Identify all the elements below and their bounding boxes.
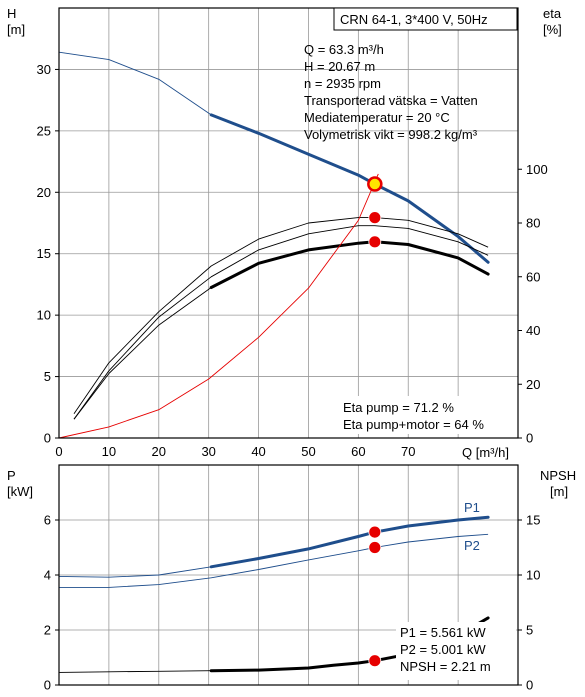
upper-left-tick-label: 15 (37, 246, 51, 261)
upper-plot-frame (58, 7, 519, 439)
lower-right-tick-label: 5 (526, 623, 533, 638)
upper-x-tick-label: 60 (351, 444, 365, 459)
H-point (367, 176, 383, 192)
eta-pump-point (368, 211, 382, 225)
npsh-value-label: NPSH = 2.21 m (400, 659, 491, 674)
power-box (396, 622, 516, 680)
upper-series-eta-pump (73, 217, 489, 415)
upper-right-tick-label: 80 (526, 216, 540, 231)
lower-right-axis-unit: [m] (550, 484, 568, 499)
model-label: CRN 64-1, 3*400 V, 50Hz (340, 12, 488, 27)
upper-right-tick-label: 60 (526, 269, 540, 284)
p2-value-label: P2 = 5.001 kW (400, 642, 486, 657)
upper-right-tick-label: 0 (526, 431, 533, 446)
p1-value-label: P1 = 5.561 kW (400, 625, 486, 640)
upper-series-system (58, 173, 379, 439)
lower-left-tick-label: 4 (44, 568, 51, 583)
info-line-h: H = 20.67 m (304, 59, 375, 74)
upper-left-tick-label: 30 (37, 62, 51, 77)
lower-series-p1 (58, 516, 489, 578)
eta-total-point (368, 235, 382, 249)
upper-left-axis-unit: [m] (7, 22, 25, 37)
lower-left-tick-label: 6 (44, 513, 51, 528)
upper-x-tick-label: 0 (55, 444, 62, 459)
upper-x-tick-label: 70 (401, 444, 415, 459)
model-box (333, 7, 518, 31)
upper-x-tick-label: 20 (152, 444, 166, 459)
info-line-temperature: Mediatemperatur = 20 °C (304, 110, 450, 125)
lower-right-axis-title: NPSH (540, 468, 576, 483)
upper-series-h-operating (209, 113, 490, 264)
info-line-liquid: Transporterad vätska = Vatten (304, 93, 478, 108)
legend-p1: P1 (464, 500, 480, 515)
lower-left-tick-label: 0 (44, 678, 51, 693)
upper-x-tick-label: 40 (251, 444, 265, 459)
upper-right-tick-label: 100 (526, 162, 548, 177)
upper-x-tick-label: 50 (301, 444, 315, 459)
lower-left-tick-label: 2 (44, 623, 51, 638)
upper-series-eta-motor (73, 225, 489, 420)
upper-x-tick-label: 30 (201, 444, 215, 459)
eta-pump-label: Eta pump = 71.2 % (343, 400, 454, 415)
upper-left-axis-title: H (7, 6, 16, 21)
upper-series-eta-pump-plus-motor-operating (209, 240, 490, 289)
P1-point (368, 525, 382, 539)
upper-x-tick-label: 10 (102, 444, 116, 459)
lower-left-axis-title: P (7, 468, 16, 483)
P2-point (368, 541, 382, 554)
upper-x-axis-label: Q [m³/h] (462, 445, 509, 460)
lower-series-p2 (59, 533, 489, 588)
upper-left-tick-label: 25 (37, 123, 51, 138)
upper-right-axis-title: eta (543, 6, 562, 21)
upper-plot: 0 5 10 15 20 25 30 0 20 40 60 80 100 0 10 20 30 40 50 60 70 (37, 7, 548, 459)
lower-right-tick-label: 10 (526, 568, 540, 583)
upper-left-tick-label: 10 (37, 308, 51, 323)
upper-right-tick-label: 40 (526, 323, 540, 338)
upper-left-tick-label: 0 (44, 431, 51, 446)
NPSH-point (368, 654, 382, 668)
lower-right-tick-label: 0 (526, 678, 533, 693)
upper-left-tick-label: 20 (37, 185, 51, 200)
legend-p2: P2 (464, 538, 480, 553)
lower-left-axis-unit: [kW] (7, 484, 33, 499)
info-line-q: Q = 63.3 m³/h (304, 42, 384, 57)
upper-series-eta-pump-plus-motor (73, 241, 489, 420)
upper-series-h (58, 51, 489, 263)
efficiency-box (338, 396, 512, 434)
lower-series-p1-operating (209, 515, 490, 569)
lower-right-tick-label: 15 (526, 513, 540, 528)
eta-total-label: Eta pump+motor = 64 % (343, 417, 484, 432)
info-line-n: n = 2935 rpm (304, 76, 381, 91)
upper-right-tick-label: 20 (526, 377, 540, 392)
info-line-density: Volymetrisk vikt = 998.2 kg/m³ (304, 127, 478, 142)
lower-plot-frame (58, 464, 519, 686)
upper-right-axis-unit: [%] (543, 22, 562, 37)
upper-left-tick-label: 5 (44, 369, 51, 384)
